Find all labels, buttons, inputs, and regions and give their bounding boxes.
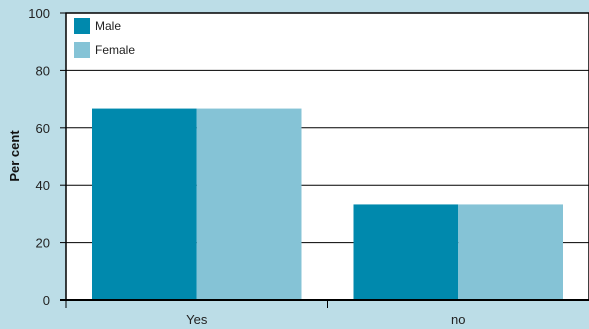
bars (92, 108, 563, 300)
legend-label-male: Male (95, 19, 121, 33)
y-tick-labels: 0 20 40 60 80 100 (28, 6, 50, 308)
y-tick-label-20: 20 (36, 236, 50, 251)
x-tick-label-yes: Yes (186, 312, 208, 327)
bar-yes-female (196, 108, 302, 300)
legend: Male Female (74, 18, 135, 58)
y-axis-title: Per cent (7, 130, 22, 182)
x-tick-labels: Yes no (186, 312, 465, 327)
y-tick-label-100: 100 (28, 6, 50, 21)
bar-yes-male (92, 108, 197, 300)
y-tick-label-40: 40 (36, 178, 50, 193)
legend-swatch-male (74, 18, 90, 34)
y-tick-label-60: 60 (36, 121, 50, 136)
y-tick-label-0: 0 (43, 293, 50, 308)
bar-no-female (458, 204, 563, 300)
x-tick-label-no: no (451, 312, 465, 327)
y-tick-label-80: 80 (36, 63, 50, 78)
axes (60, 12, 589, 308)
bar-no-male (353, 204, 459, 300)
legend-label-female: Female (95, 43, 135, 57)
legend-swatch-female (74, 42, 90, 58)
